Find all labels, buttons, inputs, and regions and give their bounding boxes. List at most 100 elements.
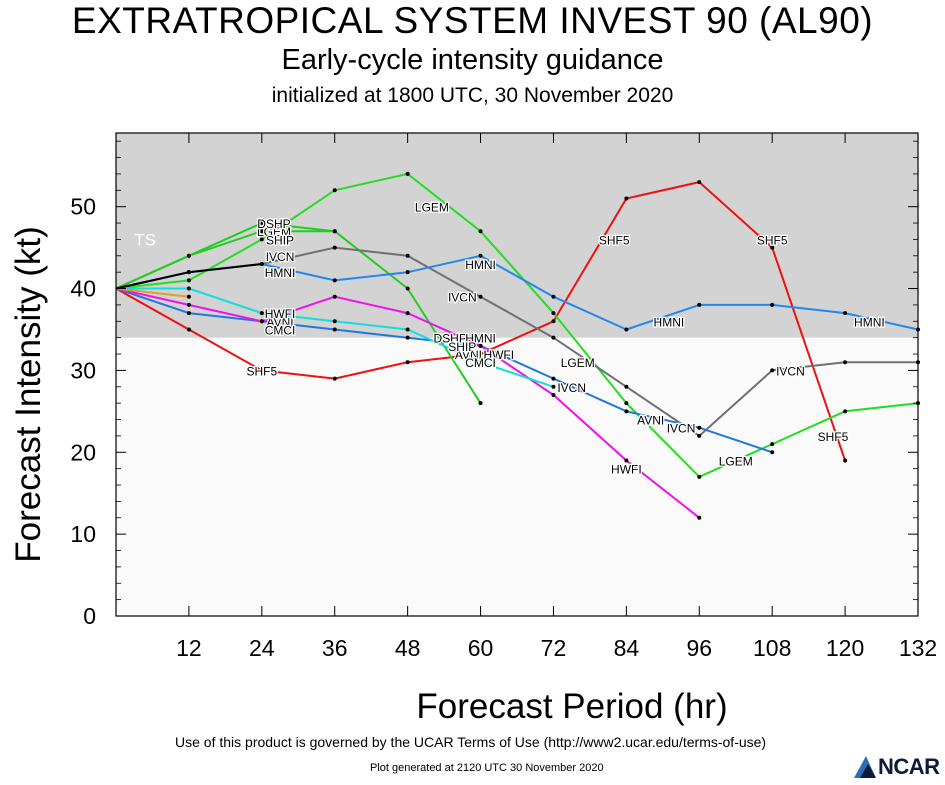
data-point-shf5 [186, 327, 191, 332]
series-label-ivcn: IVCN [557, 381, 586, 395]
series-label-cmci: CMCI [265, 323, 296, 337]
data-point-hwfi [332, 294, 337, 299]
data-point-hwfi [405, 311, 410, 316]
series-label-avni: AVNI [637, 414, 664, 428]
series-line-ocd5 [115, 287, 190, 298]
series-label-hmni: HMNI [654, 315, 685, 329]
data-point-lgem [186, 278, 191, 283]
plot-frame [115, 132, 919, 617]
data-point-lgem [624, 401, 629, 406]
series-label-hmni: HMNI [465, 332, 496, 346]
data-point-shf5 [478, 352, 483, 357]
y-tick-label: 10 [70, 521, 96, 547]
data-point-ivcn [770, 368, 775, 373]
x-tick-label: 24 [249, 635, 275, 661]
series-label-lgem: LGEM [719, 454, 753, 468]
data-point-ivcn [697, 433, 702, 438]
y-axis-label: Forecast Intensity (kt) [9, 226, 48, 562]
data-point-shf5 [624, 196, 629, 201]
x-tick-label: 120 [826, 635, 864, 661]
y-tick-label: 30 [70, 357, 96, 383]
ncar-logo-icon [854, 756, 876, 778]
data-point-hmni [624, 327, 629, 332]
data-point-shf5 [770, 245, 775, 250]
data-point-shf5 [332, 376, 337, 381]
data-point-dshp [405, 286, 410, 291]
data-point-avni [332, 327, 337, 332]
data-point-hwfi [624, 458, 629, 463]
x-tick-label: 108 [753, 635, 791, 661]
series-label-hwfi: HWFI [483, 348, 514, 362]
chart-subtitle: Early-cycle intensity guidance [281, 44, 664, 76]
series-label-shf5: SHF5 [757, 233, 788, 247]
data-point-hmni [332, 278, 337, 283]
data-point-lgem [843, 409, 848, 414]
data-point-shf5 [551, 319, 556, 324]
series-label-hwfi: HWFI [611, 463, 642, 477]
x-tick-label: 60 [468, 635, 494, 661]
x-tick-label: 132 [899, 635, 937, 661]
data-point-ivcn [624, 384, 629, 389]
data-point-lgem [551, 311, 556, 316]
data-point-hwfi [697, 515, 702, 520]
series-label-dshp: DSHP [433, 332, 466, 346]
data-point-hwfi [186, 302, 191, 307]
data-point-shf5 [405, 360, 410, 365]
series-line-avni [115, 287, 773, 454]
data-point-hmni [770, 302, 775, 307]
data-point-lgem [697, 474, 702, 479]
series-label-hmni: HMNI [265, 266, 296, 280]
series-label-shf5: SHF5 [599, 233, 630, 247]
series-label-ship: SHIP [448, 340, 476, 354]
data-point-cmci [405, 327, 410, 332]
x-tick-label: 72 [541, 635, 567, 661]
data-point-lgem [770, 442, 775, 447]
series-label-lgem: LGEM [257, 225, 291, 239]
data-point-lgem [259, 237, 264, 242]
x-tick-label: 48 [395, 635, 421, 661]
data-point-cmci [332, 319, 337, 324]
x-tick-label: 36 [322, 635, 348, 661]
series-label-avni: AVNI [455, 348, 482, 362]
series-label-dshp: DSHP [257, 217, 290, 231]
data-point-avni [551, 376, 556, 381]
plot-generated-text: Plot generated at 2120 UTC 30 November 2… [370, 762, 604, 774]
data-point-cmci [259, 311, 264, 316]
series-label-lgem: LGEM [415, 201, 449, 215]
series-label-ivcn: IVCN [776, 364, 805, 378]
data-point-avni [186, 311, 191, 316]
data-point-avni [697, 425, 702, 430]
ncar-logo: NCAR [852, 752, 942, 780]
ncar-logo-text: NCAR [878, 754, 940, 779]
series-label-ivcn: IVCN [448, 291, 477, 305]
chart-initialized: initialized at 1800 UTC, 30 November 202… [271, 84, 674, 107]
data-point-hmni [843, 311, 848, 316]
series-label-ivcn: IVCN [667, 422, 696, 436]
data-point-shf5 [843, 458, 848, 463]
data-point-ivcn [551, 335, 556, 340]
data-point-hmni [697, 302, 702, 307]
x-tick-label: 96 [686, 635, 712, 661]
data-point-hwfi [478, 343, 483, 348]
data-point-cmci [478, 360, 483, 365]
data-point-dshp [478, 401, 483, 406]
series-label-ship: SHIP [266, 233, 294, 247]
y-tick-label: 50 [70, 194, 96, 220]
data-point-xtrp [259, 261, 264, 266]
data-point-cmci [551, 384, 556, 389]
terms-of-use-text: Use of this product is governed by the U… [175, 734, 767, 750]
data-point-avni [770, 450, 775, 455]
data-point-shf5 [697, 180, 702, 185]
series-label-ivcn: IVCN [266, 250, 295, 264]
series-label-hmni: HMNI [854, 315, 885, 329]
series-label-hwfi: HWFI [265, 307, 296, 321]
series-label-cmci: CMCI [465, 356, 496, 370]
y-tick-label: 40 [70, 276, 96, 302]
below-ts-region [116, 337, 918, 616]
ts-band-label: TS [134, 230, 156, 249]
data-point-ship [186, 253, 191, 258]
data-point-hwfi [551, 392, 556, 397]
y-tick-label: 0 [83, 603, 96, 629]
data-point-ivcn [405, 253, 410, 258]
